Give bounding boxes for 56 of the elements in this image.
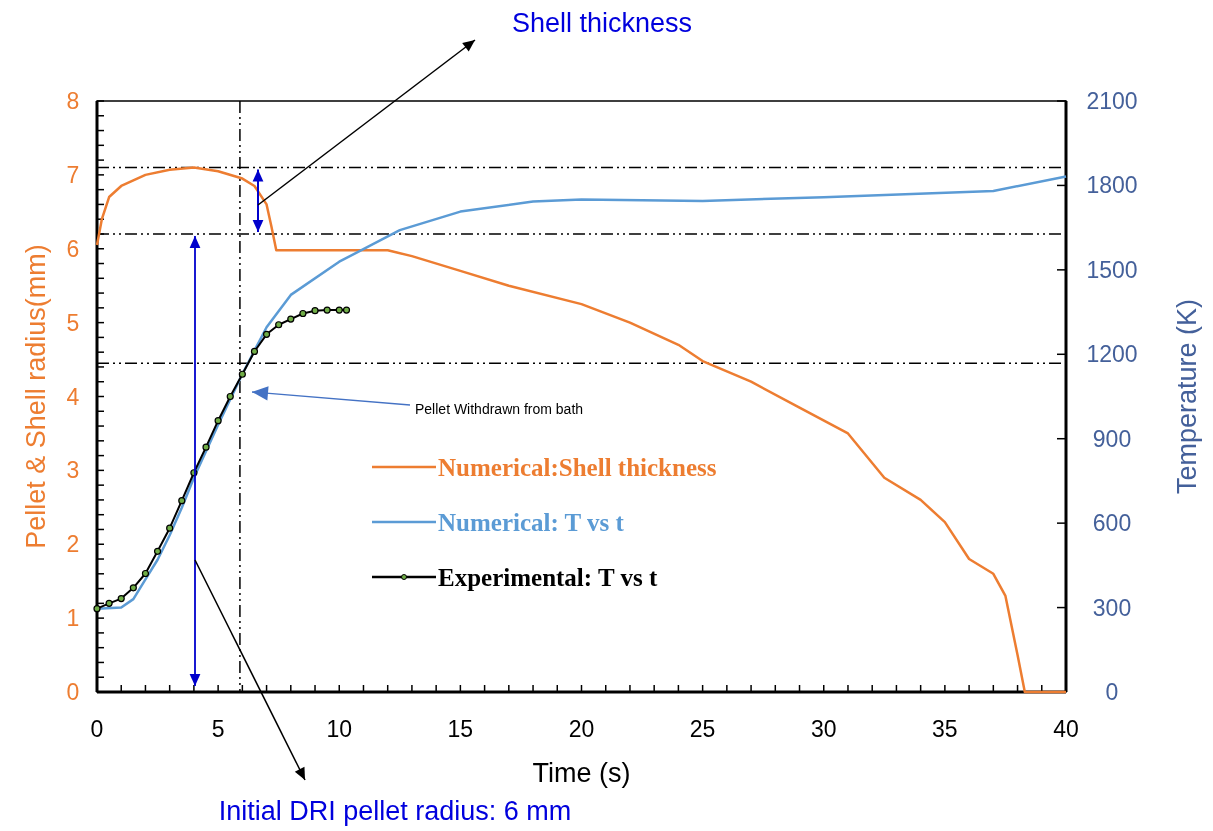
point <box>287 315 295 323</box>
y2-tick-label: 600 <box>1092 510 1132 537</box>
x-tick-label: 40 <box>1053 716 1079 742</box>
x-tick-label: 20 <box>568 716 595 742</box>
point <box>202 443 210 451</box>
x-tick-label: 0 <box>90 716 104 742</box>
legend-label: Numerical:Shell thickness <box>438 454 717 481</box>
point <box>238 370 246 378</box>
y2-tick-label: 2100 <box>1086 88 1138 114</box>
point <box>153 547 162 555</box>
point <box>250 347 259 356</box>
annotation: Pellet Withdrawn from bath <box>415 401 584 417</box>
x-axis-title: Time (s) <box>532 758 631 788</box>
point <box>129 584 137 592</box>
y-tick-label: 8 <box>66 88 80 114</box>
point <box>117 594 125 603</box>
y-tick-label: 5 <box>66 309 80 336</box>
point <box>311 307 319 315</box>
y-tick-label: 6 <box>66 235 80 262</box>
y2-tick-label: 0 <box>1105 679 1119 705</box>
x-tick-label: 10 <box>326 716 353 742</box>
text: Initial DRI pellet radius: 6 mm <box>218 796 572 826</box>
point <box>166 524 174 532</box>
point <box>323 306 331 314</box>
point <box>275 321 283 329</box>
point <box>178 497 186 505</box>
point <box>214 417 222 425</box>
y2-tick-label: 1500 <box>1086 256 1138 283</box>
text: Shell thickness <box>511 8 693 38</box>
x-tick-label: 15 <box>447 716 474 742</box>
y-tick-label: 3 <box>66 457 80 484</box>
point <box>105 599 113 607</box>
y-tick-label: 7 <box>66 161 80 188</box>
x-tick-label: 25 <box>689 716 716 742</box>
y-tick-label: 2 <box>66 531 80 558</box>
point <box>299 309 307 318</box>
point <box>262 330 271 338</box>
y-tick-label: 1 <box>66 605 80 632</box>
point <box>141 569 150 578</box>
point <box>93 605 101 613</box>
y-axis-title: Pellet & Shell radius(mm) <box>21 244 51 549</box>
legend-label: Numerical: T vs t <box>438 509 625 536</box>
point <box>226 392 234 401</box>
point <box>335 306 343 314</box>
x-tick-label: 30 <box>810 716 837 742</box>
y2-tick-label: 300 <box>1092 594 1132 621</box>
x-tick-label: 35 <box>932 716 958 742</box>
y2-tick-label: 1800 <box>1086 172 1138 199</box>
y2-tick-label: 900 <box>1092 425 1132 452</box>
y-tick-label: 0 <box>66 679 80 705</box>
legend-label: Experimental: T vs t <box>438 564 658 591</box>
y2-tick-label: 1200 <box>1086 341 1138 368</box>
point <box>342 306 351 314</box>
x-tick-label: 5 <box>211 716 225 742</box>
y2-axis-title: Temperature (K) <box>1172 298 1202 495</box>
y-tick-label: 4 <box>66 383 80 410</box>
